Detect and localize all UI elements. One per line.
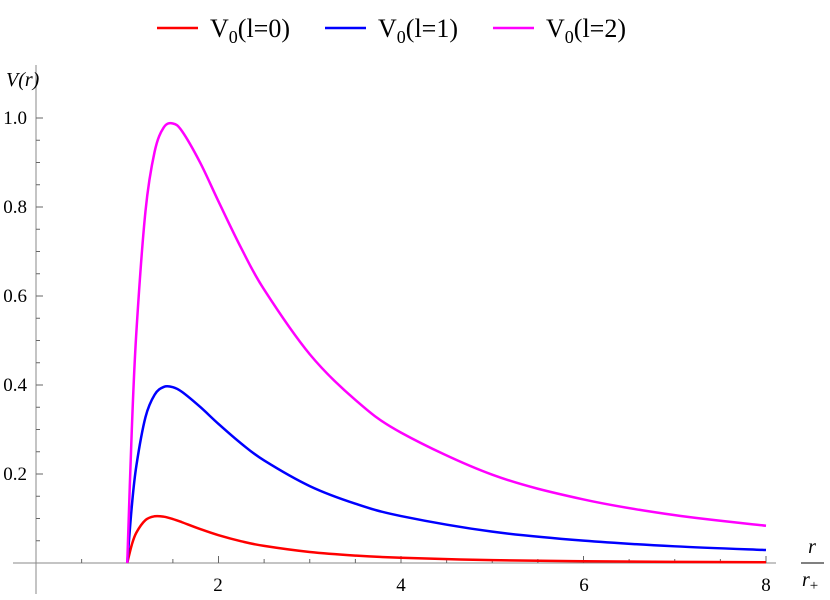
legend-label-main: V (378, 14, 397, 43)
series-line-l1 (126, 384, 767, 564)
ticks (36, 117, 767, 563)
legend-label-sub: 0 (229, 27, 238, 47)
y-axis-label: V(r) (6, 69, 40, 91)
x-tick-label: 4 (396, 575, 406, 596)
series-line-l0 (126, 514, 767, 564)
x-tick-label: 2 (213, 575, 223, 596)
x-axis-label: r r+ (801, 536, 824, 594)
x-tick-label: 6 (579, 575, 589, 596)
legend-label-rest: (l=1) (406, 14, 458, 43)
legend-label-sub: 0 (397, 27, 406, 47)
legend-label-sub: 0 (565, 27, 574, 47)
svg-text:V0(l=2): V0(l=2) (546, 14, 626, 47)
svg-text:V0(l=0): V0(l=0) (210, 14, 290, 47)
x-tick-label: 8 (761, 575, 771, 596)
y-tick-label: 0.2 (3, 464, 27, 485)
legend-entry-l0: V0(l=0) (157, 14, 290, 47)
y-tick-label: 0.6 (3, 286, 27, 307)
svg-text:r+: r+ (802, 569, 818, 594)
tick-labels: 2 4 6 8 0.2 0.4 0.6 0.8 1.0 (3, 108, 771, 596)
legend-label-rest: (l=0) (238, 14, 290, 43)
curves (126, 121, 767, 564)
y-tick-label: 0.4 (3, 375, 27, 396)
x-axis-label-denominator: r (802, 569, 810, 591)
legend-label-main: V (210, 14, 229, 43)
x-axis-label-denominator-sub: + (810, 578, 818, 594)
legend-label-main: V (546, 14, 565, 43)
y-tick-label: 1.0 (3, 108, 27, 129)
series-line-l2 (126, 121, 767, 564)
svg-text:V0(l=1): V0(l=1) (378, 14, 458, 47)
legend: V0(l=0) V0(l=1) V0(l=2) (157, 14, 626, 47)
legend-label-rest: (l=2) (574, 14, 626, 43)
legend-entry-l2: V0(l=2) (493, 14, 626, 47)
y-tick-label: 0.8 (3, 197, 27, 218)
legend-entry-l1: V0(l=1) (325, 14, 458, 47)
x-axis-label-numerator: r (808, 536, 816, 558)
